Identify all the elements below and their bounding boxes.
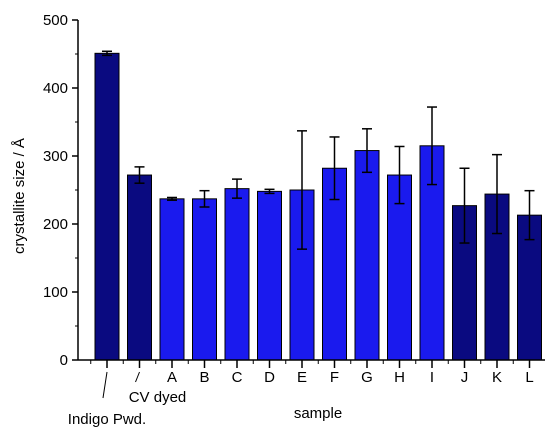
error-bar-3	[199, 189, 210, 208]
bar-8	[354, 150, 380, 361]
x-tick-label: J	[461, 369, 469, 386]
x-axis-label: sample	[294, 405, 342, 422]
error-bar-8	[362, 128, 372, 174]
error-bar-12	[492, 153, 502, 235]
y-ticks-group: 0 100 200 300 400 500	[43, 12, 78, 369]
x-tick-label: I	[430, 369, 434, 386]
bar-4	[224, 188, 250, 361]
error-bar-2	[167, 196, 177, 201]
bar-3	[192, 198, 217, 361]
x-tick-label: E	[297, 369, 307, 386]
x-tick-label: B	[199, 369, 209, 386]
error-bar-10	[427, 106, 437, 186]
x-tick-label: F	[330, 369, 339, 386]
x-label-leader	[102, 371, 108, 399]
y-axis-label: crystallite size / Å	[11, 138, 28, 254]
x-ticks-group: Indigo Pwd. CV dyed A B C D E F G H I J K L	[68, 360, 534, 428]
x-tick-label: H	[394, 369, 405, 386]
bar-1	[127, 174, 152, 361]
error-bar-1	[134, 166, 145, 184]
bar-0	[94, 52, 120, 361]
error-bars-group	[102, 50, 535, 250]
x-tick-label: G	[361, 369, 373, 386]
bar-2	[159, 198, 185, 361]
error-bar-6	[297, 130, 307, 250]
y-tick-label: 200	[43, 216, 68, 233]
y-tick-label: 400	[43, 80, 68, 97]
error-bar-13	[524, 189, 535, 241]
bar-10	[419, 145, 445, 361]
error-bar-0	[102, 50, 112, 57]
x-tick-label: CV dyed	[129, 389, 187, 406]
error-bar-11	[459, 167, 470, 244]
x-tick-label: C	[232, 369, 243, 386]
y-tick-label: 300	[43, 148, 68, 165]
bars-group	[94, 52, 542, 361]
error-bar-7	[329, 136, 340, 201]
x-tick-label: A	[167, 369, 177, 386]
y-tick-label: 500	[43, 12, 68, 29]
x-tick-label: K	[492, 369, 502, 386]
error-bar-5	[264, 188, 275, 195]
x-tick-label: Indigo Pwd.	[68, 411, 146, 428]
x-label-leader	[135, 371, 140, 383]
x-tick-label: D	[264, 369, 275, 386]
y-tick-label: 0	[60, 352, 68, 369]
error-bar-4	[232, 178, 242, 199]
y-tick-label: 100	[43, 284, 68, 301]
bar-5	[257, 190, 282, 361]
error-bar-9	[394, 145, 405, 205]
x-tick-label: L	[525, 369, 533, 386]
